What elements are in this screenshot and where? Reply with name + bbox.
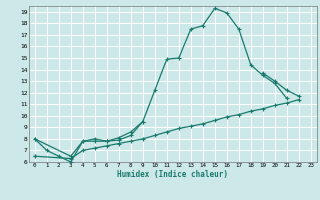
X-axis label: Humidex (Indice chaleur): Humidex (Indice chaleur) (117, 170, 228, 179)
